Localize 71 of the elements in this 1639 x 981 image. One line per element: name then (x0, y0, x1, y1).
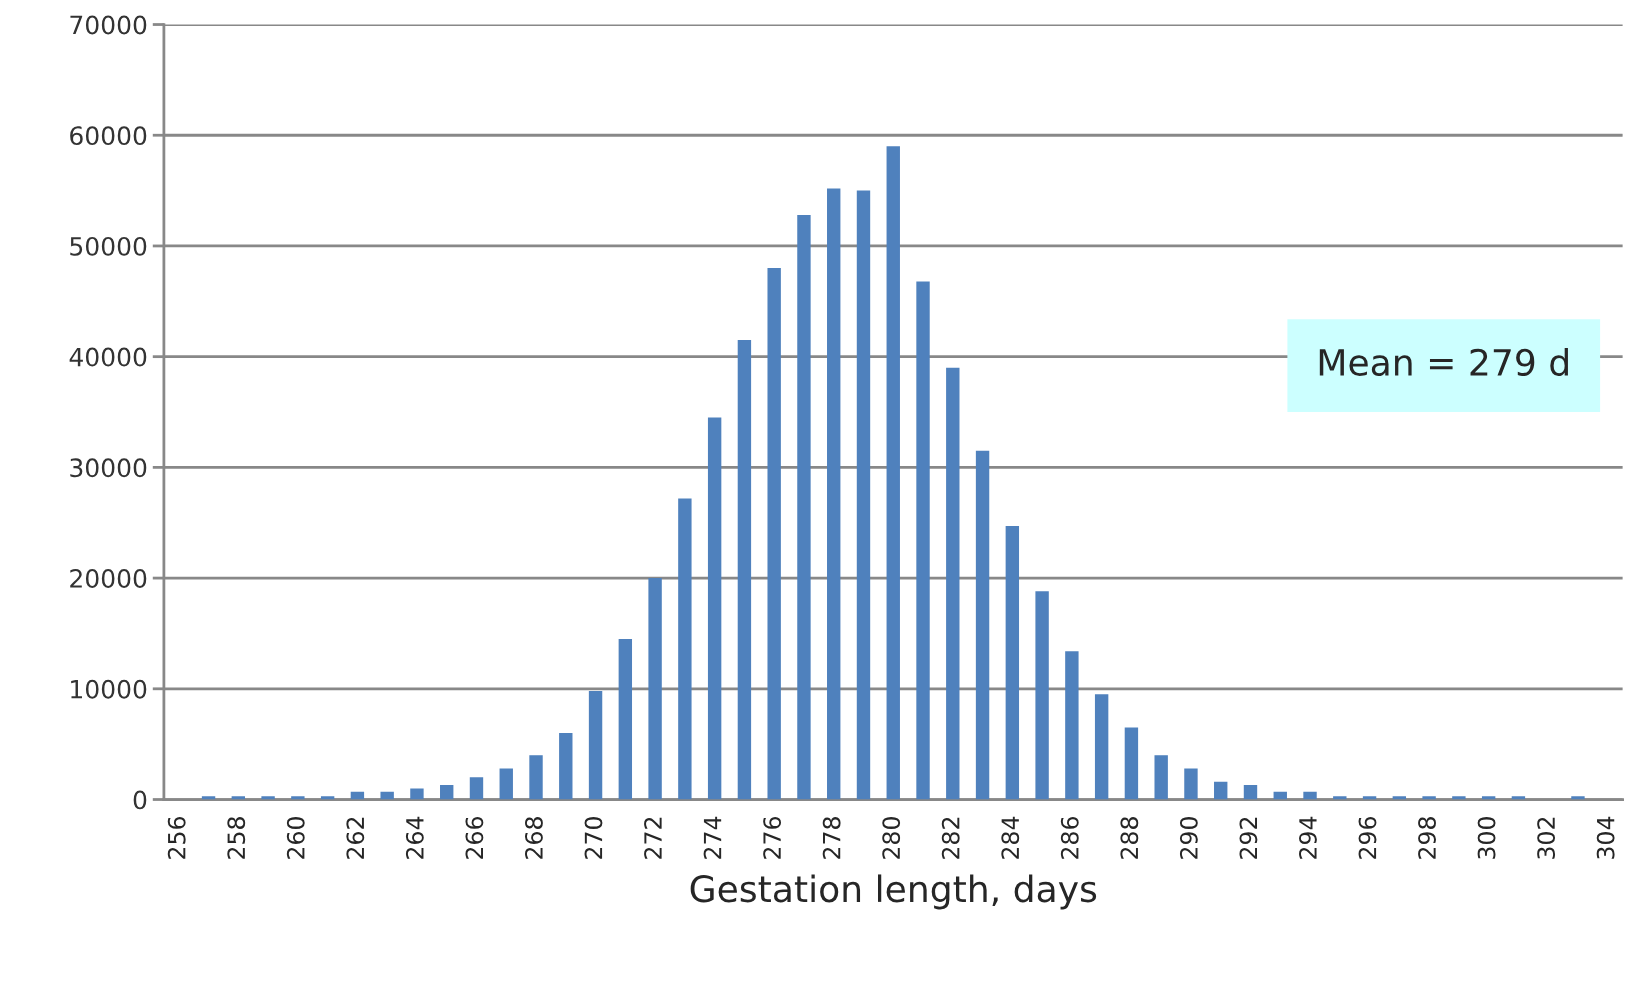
y-tick-label: 20000 (70, 569, 147, 588)
bar (618, 638, 633, 800)
x-tick-label: 292 (1239, 817, 1258, 859)
y-tick-label: 40000 (69, 347, 147, 367)
x-tick-label: 274 (703, 816, 722, 859)
bar (916, 281, 930, 800)
bar (1422, 796, 1436, 800)
bar (1124, 727, 1139, 800)
bar (1214, 781, 1228, 800)
bar (469, 777, 484, 800)
bar (1154, 755, 1168, 800)
bar (1005, 526, 1020, 800)
x-tick-label: 300 (1477, 817, 1496, 859)
x-tick-label: 258 (227, 817, 246, 859)
bar (827, 188, 841, 800)
x-tick-label: 286 (1060, 816, 1079, 859)
bar (648, 578, 662, 800)
x-tick-label: 262 (346, 817, 365, 859)
x-tick-label: 296 (1358, 816, 1377, 859)
bar (975, 450, 990, 800)
bar (1303, 791, 1317, 800)
bar (1184, 768, 1198, 800)
x-tick-label: 256 (167, 816, 186, 859)
bar (737, 340, 752, 800)
x-tick-label: 270 (584, 817, 603, 859)
bar (440, 785, 454, 800)
x-tick-label: 272 (644, 817, 662, 859)
bar (1452, 796, 1466, 800)
x-tick-label: 276 (763, 816, 782, 859)
annotation: Mean = 279 d (1319, 348, 1568, 376)
bar (1243, 785, 1258, 800)
x-tick-label: 266 (465, 816, 484, 859)
y-tick-label: 70000 (70, 15, 147, 35)
bar (291, 796, 305, 800)
x-tick-label: 278 (822, 817, 841, 859)
x-tick-label: 294 (1299, 816, 1317, 859)
bar (1094, 694, 1109, 800)
bar (886, 146, 900, 800)
x-tick-label: 302 (1537, 817, 1556, 859)
bar (707, 417, 722, 800)
bar (946, 367, 960, 800)
y-tick-label: 60000 (70, 126, 147, 146)
x-tick-label: 264 (405, 816, 424, 859)
y-tick-label: 10000 (71, 679, 147, 699)
bar (797, 214, 811, 800)
bar (1035, 591, 1049, 800)
y-tick-label: 30000 (70, 458, 147, 478)
bar (261, 796, 275, 800)
x-tick-label: 282 (941, 817, 960, 859)
x-tick-label: 290 (1179, 817, 1198, 859)
x-tick-label: 288 (1120, 817, 1139, 859)
x-tick-label: 304 (1596, 816, 1615, 859)
bar (678, 498, 692, 800)
bar (559, 733, 573, 800)
x-tick-label: 268 (525, 817, 543, 859)
y-tick-label: 0 (133, 790, 147, 810)
x-tick-label: 298 (1418, 817, 1436, 859)
bar (767, 268, 781, 800)
bar (529, 755, 543, 800)
x-tick-label: 284 (1001, 816, 1020, 859)
bar (410, 788, 424, 800)
x-tick-label: 260 (286, 817, 305, 859)
x-tick-label: 280 (882, 817, 901, 859)
y-tick-label: 50000 (70, 236, 147, 256)
bar (380, 791, 394, 800)
bar (588, 691, 603, 800)
bar (1571, 796, 1585, 800)
bar (856, 190, 871, 800)
bar (499, 768, 513, 800)
bar (1065, 651, 1079, 800)
x-axis-title: Gestation length, days (690, 874, 1097, 910)
